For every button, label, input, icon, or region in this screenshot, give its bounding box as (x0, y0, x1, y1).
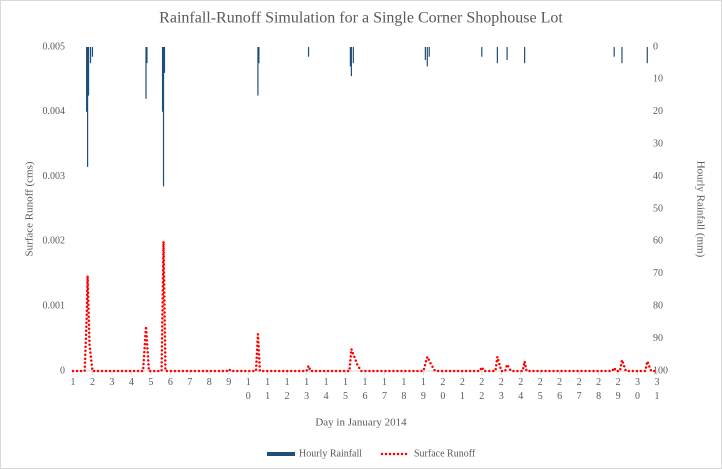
y2-tick-label: 90 (653, 333, 663, 344)
y-axis-title: Surface Runoff (cms) (24, 161, 36, 256)
y2-tick-label: 60 (653, 236, 663, 247)
x-tick-label: 9 (226, 377, 231, 388)
x-axis-title: Day in January 2014 (315, 417, 407, 429)
x-tick-label: 8 (207, 377, 212, 388)
y2-tick-label: 80 (653, 300, 663, 311)
y2-axis-title: Hourly Rainfall (mm) (694, 161, 706, 258)
chart-title: Rainfall-Runoff Simulation for a Single … (159, 10, 563, 27)
y-tick-label: 0.002 (43, 236, 66, 247)
y2-tick-label: 30 (653, 138, 663, 149)
y-tick-label: 0.005 (43, 41, 66, 52)
y-tick-label: 0 (60, 365, 65, 376)
y2-tick-label: 100 (653, 365, 668, 376)
x-tick-label: 1 (71, 377, 76, 388)
x-tick-label: 5 (148, 377, 153, 388)
x-tick-label: 3 (109, 377, 114, 388)
x-tick-label: 2 (90, 377, 95, 388)
y2-tick-label: 0 (653, 41, 658, 52)
x-tick-label: 4 (129, 377, 134, 388)
y-tick-label: 0.003 (43, 171, 66, 182)
x-tick-label: 7 (187, 377, 192, 388)
y2-tick-label: 50 (653, 203, 663, 214)
y2-tick-label: 70 (653, 268, 663, 279)
y2-tick-label: 10 (653, 74, 663, 85)
x-tick-label: 6 (168, 377, 173, 388)
runoff-line (71, 241, 659, 373)
y-tick-label: 0.001 (43, 300, 66, 311)
y-tick-label: 0.004 (43, 106, 66, 117)
y2-tick-label: 40 (653, 171, 663, 182)
legend-label: Hourly Rainfall (299, 448, 362, 459)
legend-label: Surface Runoff (414, 448, 476, 459)
y2-tick-label: 20 (653, 106, 663, 117)
